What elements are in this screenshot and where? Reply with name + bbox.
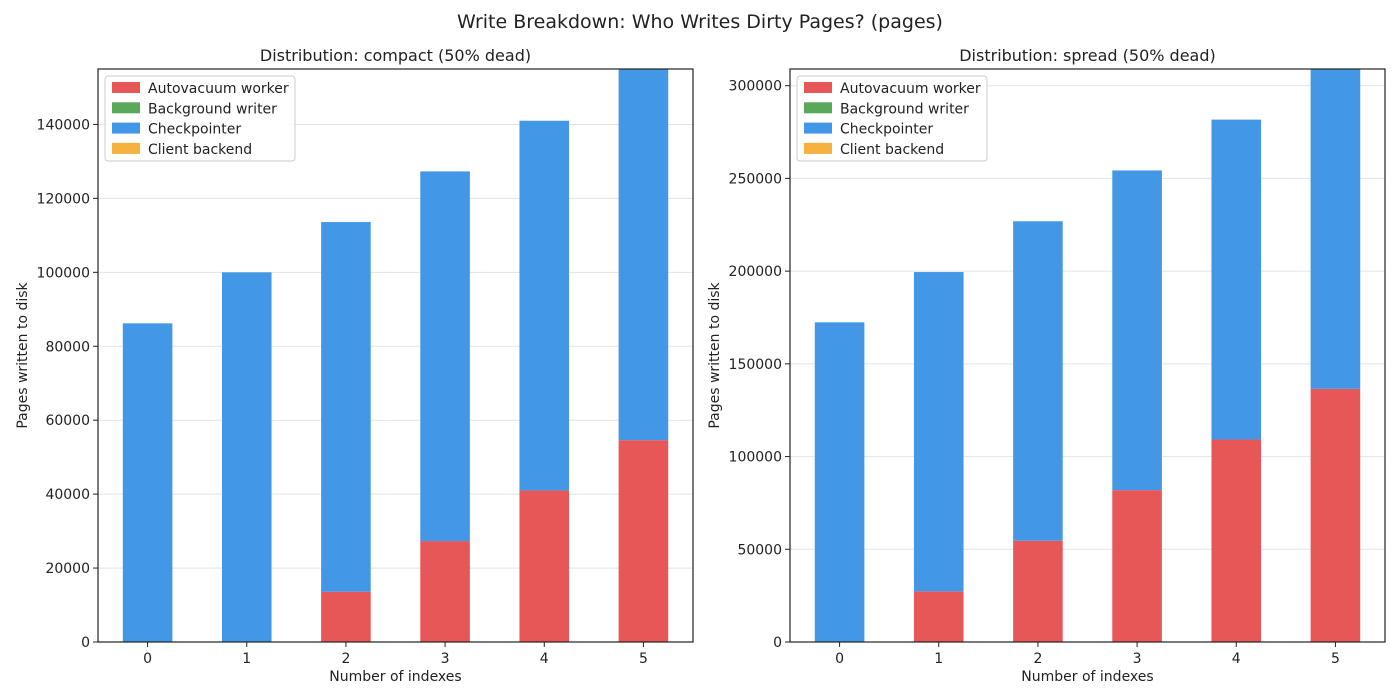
x-axis: 0 1 2 3 4 5 bbox=[835, 642, 1340, 667]
legend-label: Autovacuum worker bbox=[840, 81, 981, 97]
x-tick-label: 3 bbox=[441, 651, 450, 667]
legend-swatch bbox=[112, 142, 140, 154]
legend-label: Background writer bbox=[840, 101, 969, 117]
legend-label: Checkpointer bbox=[148, 122, 241, 138]
bar-checkpointer bbox=[1211, 119, 1262, 440]
y-tick-label: 0 bbox=[773, 635, 782, 651]
x-tick-label: 0 bbox=[835, 651, 844, 667]
x-tick-label: 4 bbox=[1232, 651, 1241, 667]
legend: Autovacuum worker Background writer Checkp… bbox=[104, 75, 296, 162]
legend-swatch bbox=[804, 122, 832, 134]
y-tick-label: 250000 bbox=[729, 171, 782, 187]
y-tick-label: 120000 bbox=[37, 191, 90, 207]
y-axis-label: Pages written to disk bbox=[707, 281, 723, 428]
legend-swatch bbox=[804, 82, 832, 93]
chart-title: Distribution: spread (50% dead) bbox=[959, 46, 1216, 65]
y-tick-label: 150000 bbox=[729, 357, 782, 373]
bar-autovacuum-worker bbox=[519, 490, 570, 642]
bar-checkpointer bbox=[221, 272, 272, 642]
legend-label: Autovacuum worker bbox=[148, 81, 289, 97]
legend-label: Client backend bbox=[840, 142, 944, 158]
bar-checkpointer bbox=[1013, 221, 1063, 541]
bar-checkpointer bbox=[618, 69, 669, 441]
y-tick-label: 40000 bbox=[45, 487, 90, 503]
bar-autovacuum-worker bbox=[618, 440, 669, 642]
y-tick-label: 0 bbox=[81, 635, 90, 651]
legend-label: Client backend bbox=[148, 142, 252, 158]
bars bbox=[814, 69, 1361, 642]
bar-checkpointer bbox=[913, 272, 964, 592]
bar-autovacuum-worker bbox=[913, 591, 964, 642]
y-tick-label: 200000 bbox=[729, 264, 782, 280]
legend-box bbox=[104, 75, 296, 162]
plot-frame bbox=[97, 68, 694, 643]
y-tick-label: 300000 bbox=[729, 79, 782, 95]
gridlines bbox=[98, 123, 693, 643]
x-tick-label: 1 bbox=[934, 651, 943, 667]
x-tick-label: 1 bbox=[242, 651, 251, 667]
legend-box bbox=[796, 75, 988, 162]
x-tick-label: 4 bbox=[540, 651, 549, 667]
bar-checkpointer bbox=[1112, 170, 1162, 491]
gridlines bbox=[790, 85, 1385, 643]
chart-title: Distribution: compact (50% dead) bbox=[260, 46, 531, 65]
chart-spread: Distribution: spread (50% dead) 05000010… bbox=[707, 46, 1386, 685]
y-tick-label: 100000 bbox=[729, 450, 782, 466]
bars bbox=[122, 69, 669, 642]
bar-autovacuum-worker bbox=[321, 591, 371, 642]
legend-label: Checkpointer bbox=[840, 122, 933, 138]
x-tick-label: 3 bbox=[1133, 651, 1142, 667]
legend-swatch bbox=[112, 82, 140, 93]
bar-checkpointer bbox=[122, 323, 173, 642]
y-tick-label: 140000 bbox=[37, 117, 90, 133]
y-tick-label: 50000 bbox=[737, 542, 782, 558]
x-axis-label: Number of indexes bbox=[329, 669, 461, 685]
y-axis-label: Pages written to disk bbox=[15, 281, 31, 428]
plot-frame bbox=[789, 68, 1386, 643]
bar-checkpointer bbox=[1310, 69, 1361, 389]
figure-title: Write Breakdown: Who Writes Dirty Pages?… bbox=[457, 11, 943, 33]
y-tick-label: 100000 bbox=[37, 265, 90, 281]
legend-swatch bbox=[112, 122, 140, 134]
bar-checkpointer bbox=[321, 222, 371, 592]
x-tick-label: 0 bbox=[143, 651, 152, 667]
bar-checkpointer bbox=[420, 171, 470, 542]
legend-swatch bbox=[112, 102, 140, 114]
y-axis: 0 20000 40000 60000 80000 100000 120000 140000 bbox=[37, 117, 98, 651]
legend-swatch bbox=[804, 102, 832, 114]
bar-autovacuum-worker bbox=[1112, 490, 1162, 642]
chart-compact: Distribution: compact (50% dead) 0 20000 4… bbox=[15, 46, 694, 685]
x-tick-label: 5 bbox=[1331, 651, 1340, 667]
y-axis: 0 50000 100000 150000 200000 250000 300000 bbox=[729, 79, 790, 651]
bar-autovacuum-worker bbox=[420, 541, 470, 642]
bar-checkpointer bbox=[814, 322, 865, 642]
legend: Autovacuum worker Background writer Checkp… bbox=[796, 75, 988, 162]
bar-autovacuum-worker bbox=[1013, 540, 1063, 642]
legend-swatch bbox=[804, 142, 832, 154]
x-tick-label: 5 bbox=[639, 651, 648, 667]
y-tick-label: 20000 bbox=[45, 561, 90, 577]
y-tick-label: 60000 bbox=[45, 413, 90, 429]
bar-autovacuum-worker bbox=[1211, 439, 1262, 642]
bar-checkpointer bbox=[519, 120, 570, 491]
x-tick-label: 2 bbox=[341, 651, 350, 667]
x-axis-label: Number of indexes bbox=[1021, 669, 1153, 685]
x-tick-label: 2 bbox=[1033, 651, 1042, 667]
bar-autovacuum-worker bbox=[1310, 388, 1361, 642]
legend-label: Background writer bbox=[148, 101, 277, 117]
y-tick-label: 80000 bbox=[45, 339, 90, 355]
x-axis: 0 1 2 3 4 5 bbox=[143, 642, 648, 667]
